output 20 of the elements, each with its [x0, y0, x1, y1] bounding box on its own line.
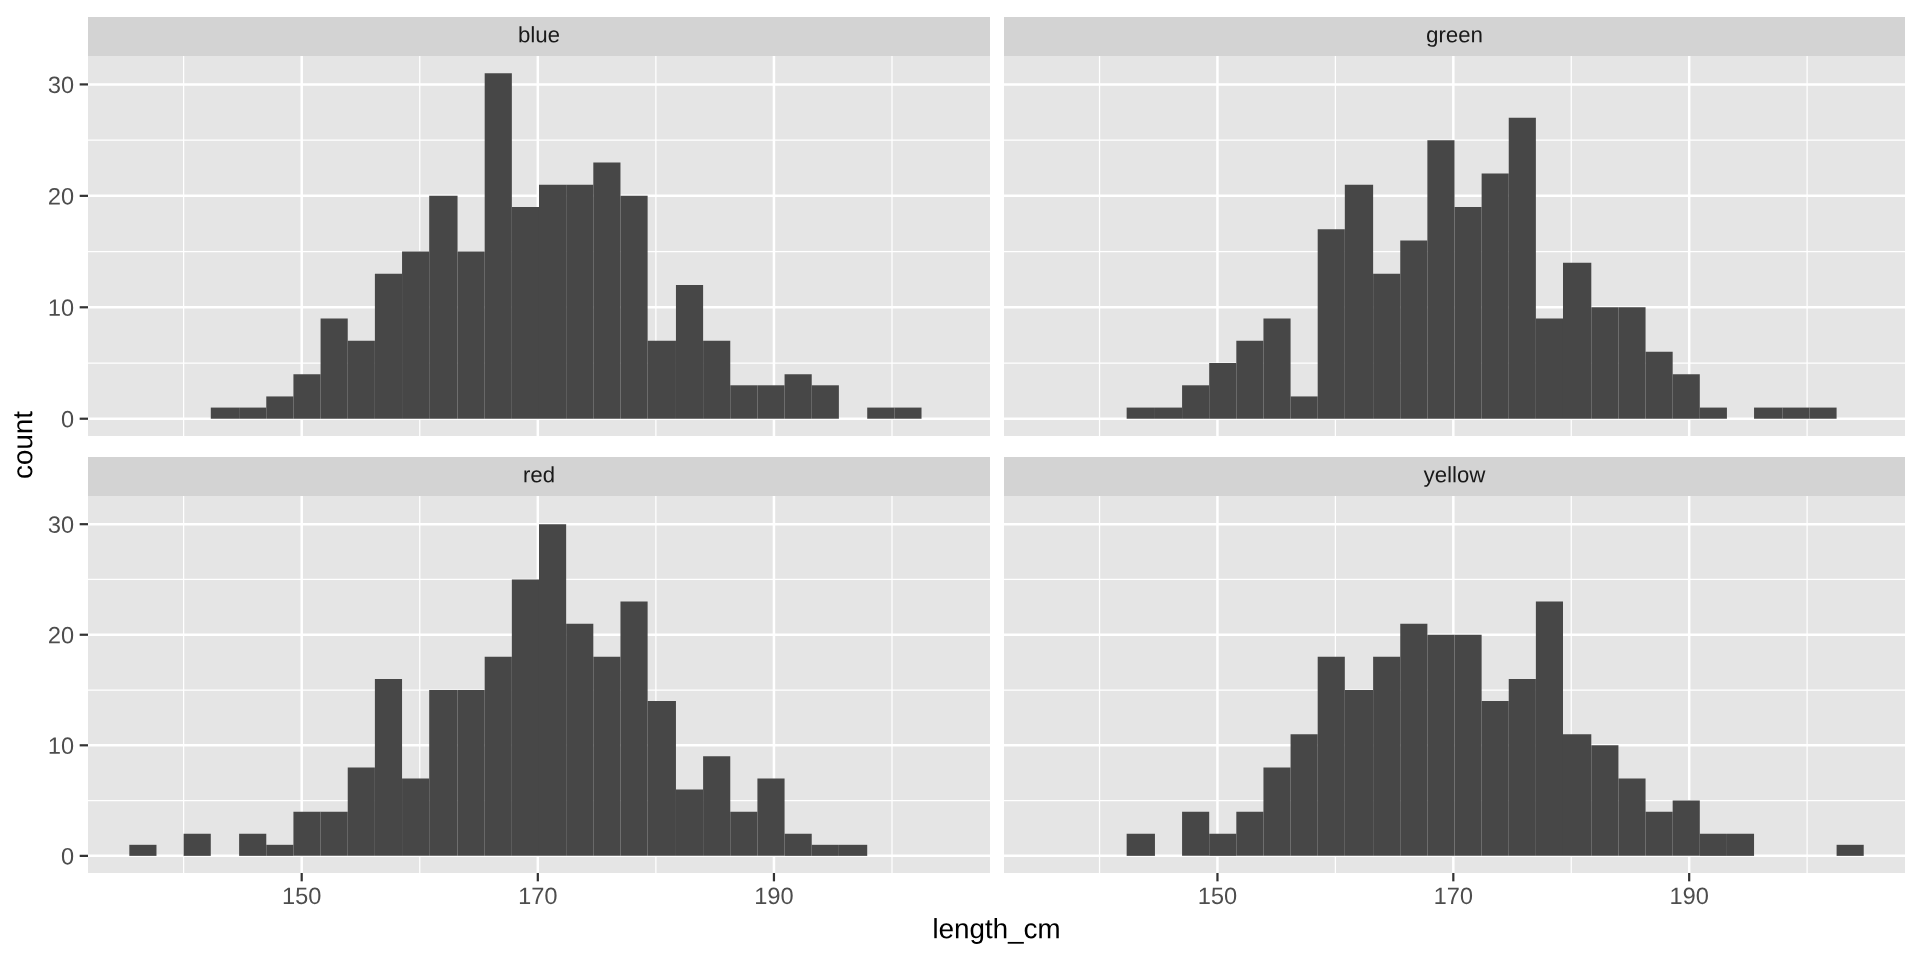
- chart-title: blue: [519, 26, 560, 43]
- y-tick-label: 0: [61, 847, 74, 865]
- y-tick-label: 0: [61, 410, 74, 428]
- y-tick-label: 20: [49, 187, 74, 205]
- y-tick-label: 10: [49, 737, 74, 755]
- x-tick-label: 150: [1199, 887, 1237, 905]
- y-tick-label: 30: [48, 76, 74, 94]
- x-tick-label: 190: [756, 887, 793, 905]
- x-axis-title: length_cm: [934, 918, 1059, 944]
- chart-title: red: [524, 466, 554, 483]
- x-tick-label: 190: [1671, 887, 1708, 905]
- x-tick-label: 170: [519, 887, 557, 905]
- x-tick-label: 150: [283, 887, 321, 905]
- y-tick-label: 20: [49, 626, 74, 644]
- y-tick-label: 10: [49, 299, 74, 317]
- y-tick-label: 30: [48, 516, 74, 533]
- x-tick-label: 170: [1435, 887, 1473, 905]
- chart-title: green: [1427, 30, 1482, 47]
- chart-title: yellow: [1423, 466, 1486, 487]
- y-axis-title: count: [14, 411, 33, 478]
